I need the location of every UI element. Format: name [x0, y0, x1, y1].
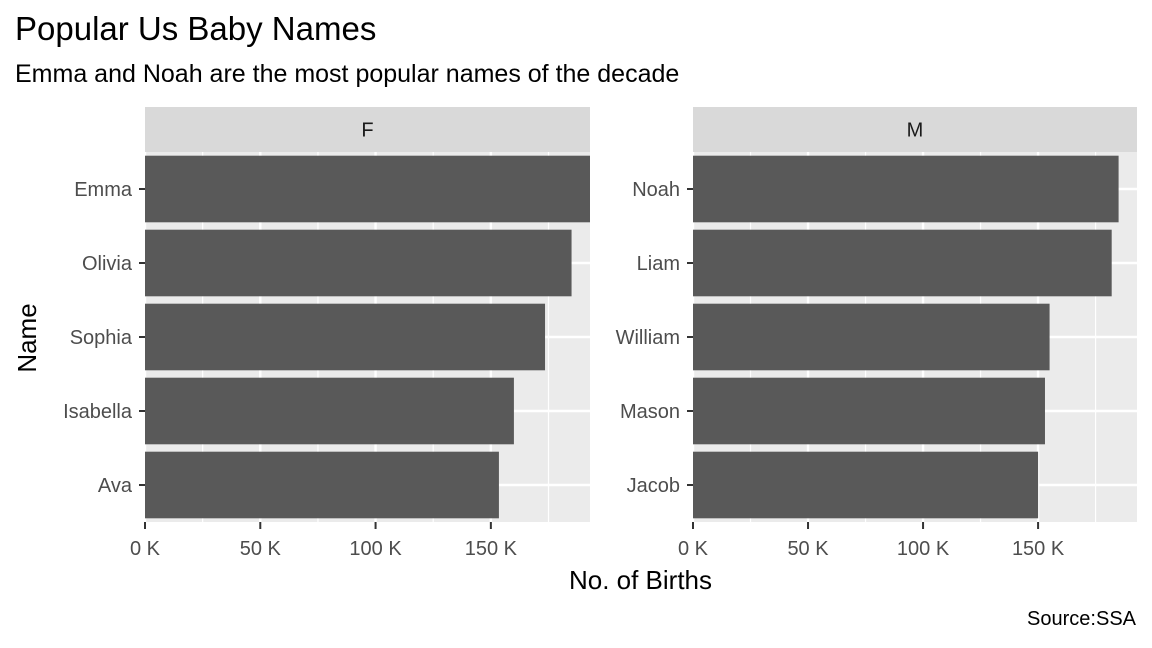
x-tick-label: 150 K [1012, 538, 1065, 560]
bar-noah [693, 155, 1119, 223]
x-tick-label: 100 K [349, 538, 402, 560]
x-axis-label: No. of Births [568, 565, 713, 595]
bar-sophia [145, 303, 546, 371]
y-tick-label: Mason [620, 401, 680, 423]
y-axis-label: Name [12, 303, 42, 373]
bar-jacob [693, 451, 1039, 519]
bar-william [693, 303, 1050, 371]
x-tick-label: 100 K [897, 538, 950, 560]
y-tick-label: Ava [98, 475, 133, 497]
y-tick-label: William [616, 327, 680, 349]
x-tick-label: 50 K [787, 538, 829, 560]
facet-strip [693, 107, 1137, 152]
facet-strip-label: M [907, 120, 924, 142]
bar-emma [145, 155, 590, 223]
facet-strip [145, 107, 590, 152]
bar-olivia [145, 229, 572, 297]
y-tick-label: Emma [74, 179, 133, 201]
facet-strip-label: F [361, 120, 373, 142]
y-tick-label: Isabella [63, 401, 133, 423]
y-tick-label: Noah [632, 179, 680, 201]
x-tick-label: 0 K [678, 538, 709, 560]
facet-panel-M: M Noah Liam William Mason Jacob 0 K 50 K 100 K 15… [616, 107, 1137, 560]
x-tick-label: 50 K [240, 538, 282, 560]
chart-subtitle: Emma and Noah are the most popular names… [15, 60, 680, 88]
chart-caption: Source:SSA [1027, 608, 1136, 630]
y-tick-label: Jacob [627, 475, 680, 497]
y-tick-label: Sophia [70, 327, 133, 349]
y-tick-label: Olivia [82, 253, 133, 275]
y-tick-label: Liam [637, 253, 680, 275]
bar-liam [693, 229, 1112, 297]
facet-panel-F: F Emma Olivia Sophia Isabella Ava 0 K 50 K 100 K… [63, 107, 590, 560]
bar-isabella [145, 377, 514, 445]
x-tick-label: 150 K [465, 538, 518, 560]
bar-mason [693, 377, 1045, 445]
bar-ava [145, 451, 499, 519]
x-tick-label: 0 K [130, 538, 161, 560]
chart-title: Popular Us Baby Names [15, 10, 377, 47]
